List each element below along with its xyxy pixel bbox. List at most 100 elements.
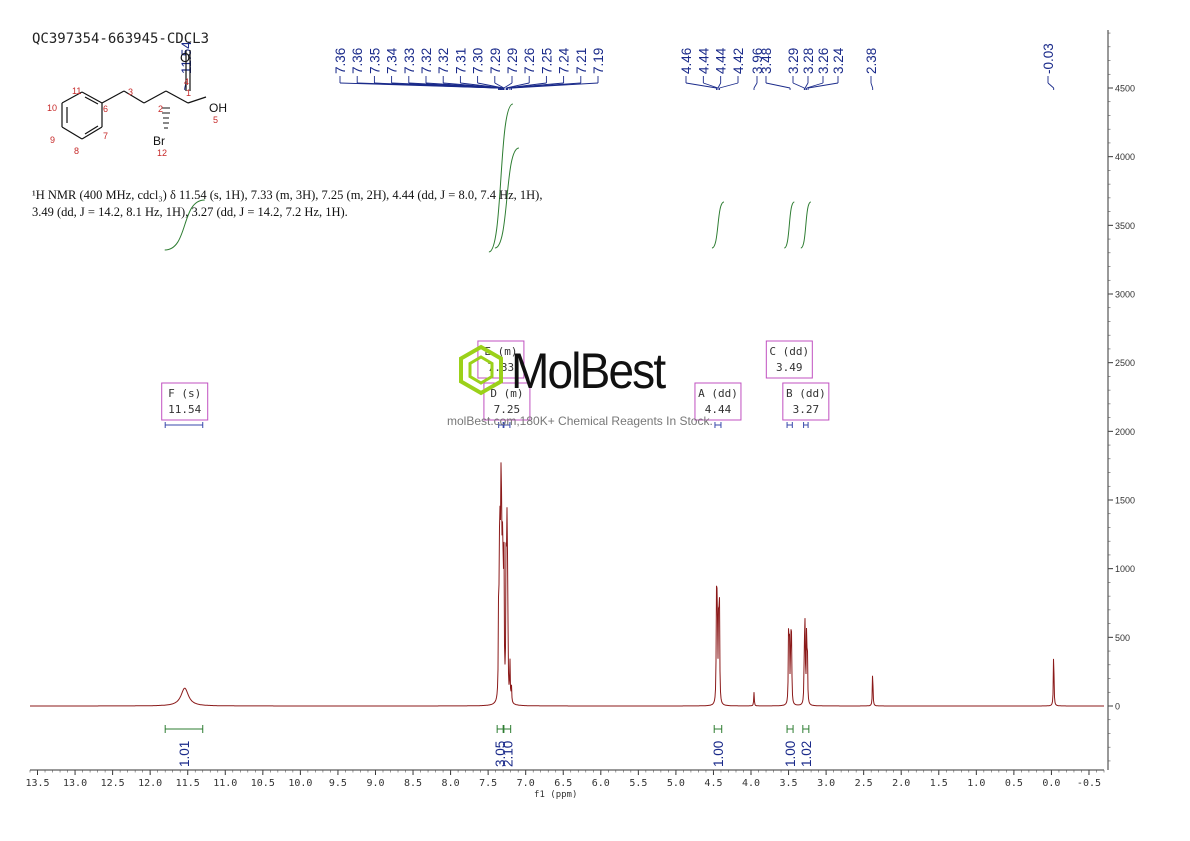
y-tick-label: 4000 [1115,152,1135,162]
integral-curve [488,103,514,253]
atom-numbers: 1 2 3 4 5 6 7 8 9 10 11 12 [47,77,218,158]
x-tick-label: 8.5 [404,778,422,789]
peak-label-leader [685,82,717,89]
integral-curve [783,201,795,249]
x-tick-label: 0.5 [1005,778,1023,789]
peak-label: -0.03 [1041,43,1056,74]
x-tick-label: 8.0 [442,778,460,789]
peak-label: 7.34 [385,47,400,74]
peak-label-leader [870,82,874,89]
peak-label: 7.35 [367,48,382,74]
multiplet-value: 11.54 [168,403,201,416]
x-tick-label: 12.5 [101,778,125,789]
integral-curve [800,201,812,249]
atom-number: 12 [157,148,167,158]
peak-label: 4.44 [696,47,711,74]
watermark-tagline: molBest.com,180K+ Chemical Reagents In S… [447,414,713,428]
x-tick-label: 0.0 [1042,778,1060,789]
x-tick-label: 5.5 [629,778,647,789]
axes-layer: 13.5 13.0 12.5 12.0 11.5 11.0 10.5 10.0 9.5 9.0 8.… [25,30,1135,800]
nmr-description: ¹H NMR (400 MHz, cdcl₃) δ 11.54 (s, 1H),… [32,187,592,221]
peak-label-leader [765,82,791,89]
atom-number: 7 [103,131,108,141]
multiplet-value: 3.27 [793,403,820,416]
nmr-description-line: ¹H NMR (400 MHz, cdcl₃) δ 11.54 (s, 1H),… [32,188,543,202]
peak-label-leader [511,82,599,89]
x-tick-label: 9.5 [329,778,347,789]
multiplet-box [161,382,209,421]
y-tick-label: 3500 [1115,221,1135,231]
multiplet-label: B (dd) [786,387,826,400]
peak-label-leader [806,82,824,89]
multiplet-value: 4.44 [705,403,732,416]
x-tick-label: 1.0 [967,778,985,789]
x-tick-label: 12.0 [138,778,162,789]
peak-label-leader [717,82,722,89]
integral-value: 2.10 [500,741,515,767]
peak-label: 3.29 [786,48,801,74]
integral-curve-layer [164,103,812,253]
peak-label-leader [808,82,839,89]
peak-label-leader [503,82,513,89]
peak-label-leader [460,82,503,89]
peak-label: 7.36 [333,48,348,74]
peak-label: 3.96 [750,48,765,74]
peak-label: 7.24 [557,47,572,74]
atom-label-oh: OH [209,101,227,115]
peak-label-layer: 11.54 7.36 7.36 7.35 7.34 7.33 7.32 7.32 7.31 7.3… [179,41,1056,90]
peak-label-leader [494,82,505,89]
peak-label: 7.21 [574,48,589,74]
x-axis-label: f1 (ppm) [534,790,577,800]
y-tick-label: 1000 [1115,564,1135,574]
x-tick-label: 13.5 [25,778,49,789]
atom-label-br: Br [153,134,165,148]
peak-label: 7.31 [453,48,468,74]
multiplet-label: F (s) [168,387,201,400]
x-tick-label: 1.5 [930,778,948,789]
multiplet-box [782,382,830,421]
nmr-description-line: 3.49 (dd, J = 14.2, 8.1 Hz, 1H), 3.27 (d… [32,205,348,219]
peak-label-leader [703,82,719,89]
atom-number: 1 [186,88,191,98]
y-tick-label: 2000 [1115,427,1135,437]
multiplet-box [483,382,531,421]
hexagon-logo-icon [459,344,503,396]
peak-label: 2.38 [864,48,879,74]
peak-label: 4.44 [714,47,729,74]
x-tick-label: -0.5 [1077,778,1101,789]
peak-label-leader [1047,82,1054,89]
molecule-bonds [61,50,207,140]
peak-label: 3.24 [831,47,846,74]
peak-label: 7.29 [505,48,520,74]
atom-number: 4 [184,77,189,87]
x-tick-label: 9.0 [366,778,384,789]
sample-id: QC397354-663945-CDCL3 [32,31,210,47]
x-tick-label: 6.0 [592,778,610,789]
x-tick-label: 4.0 [742,778,760,789]
x-tick-label: 13.0 [63,778,87,789]
spectrum-trace [30,462,1104,707]
atom-number: 11 [72,86,81,96]
y-tick-label: 2500 [1115,358,1135,368]
y-tick-label: 500 [1115,633,1130,643]
integral-layer: 1.01 3.052.10 1.00 1.00 1.02 [164,725,814,767]
watermark-name: MolBest [511,343,666,399]
x-tick-label: 7.5 [479,778,497,789]
integral-value: 1.00 [711,741,726,767]
y-tick-label: 0 [1115,702,1120,712]
x-tick-label: 3.5 [780,778,798,789]
multiplet-box [694,382,742,421]
x-tick-label: 11.0 [213,778,237,789]
peak-label: 7.36 [350,48,365,74]
y-tick-label: 4500 [1115,84,1135,94]
atom-number: 9 [50,135,55,145]
multiplet-value: 7.25 [494,403,521,416]
y-tick-label: 3000 [1115,290,1135,300]
peak-label: 7.33 [402,48,417,74]
atom-number: 8 [74,146,79,156]
atom-number: 3 [128,87,133,97]
multiplet-label: C (dd) [769,345,809,358]
peak-label-leader [792,82,805,89]
multiplet-label: D (m) [490,387,523,400]
